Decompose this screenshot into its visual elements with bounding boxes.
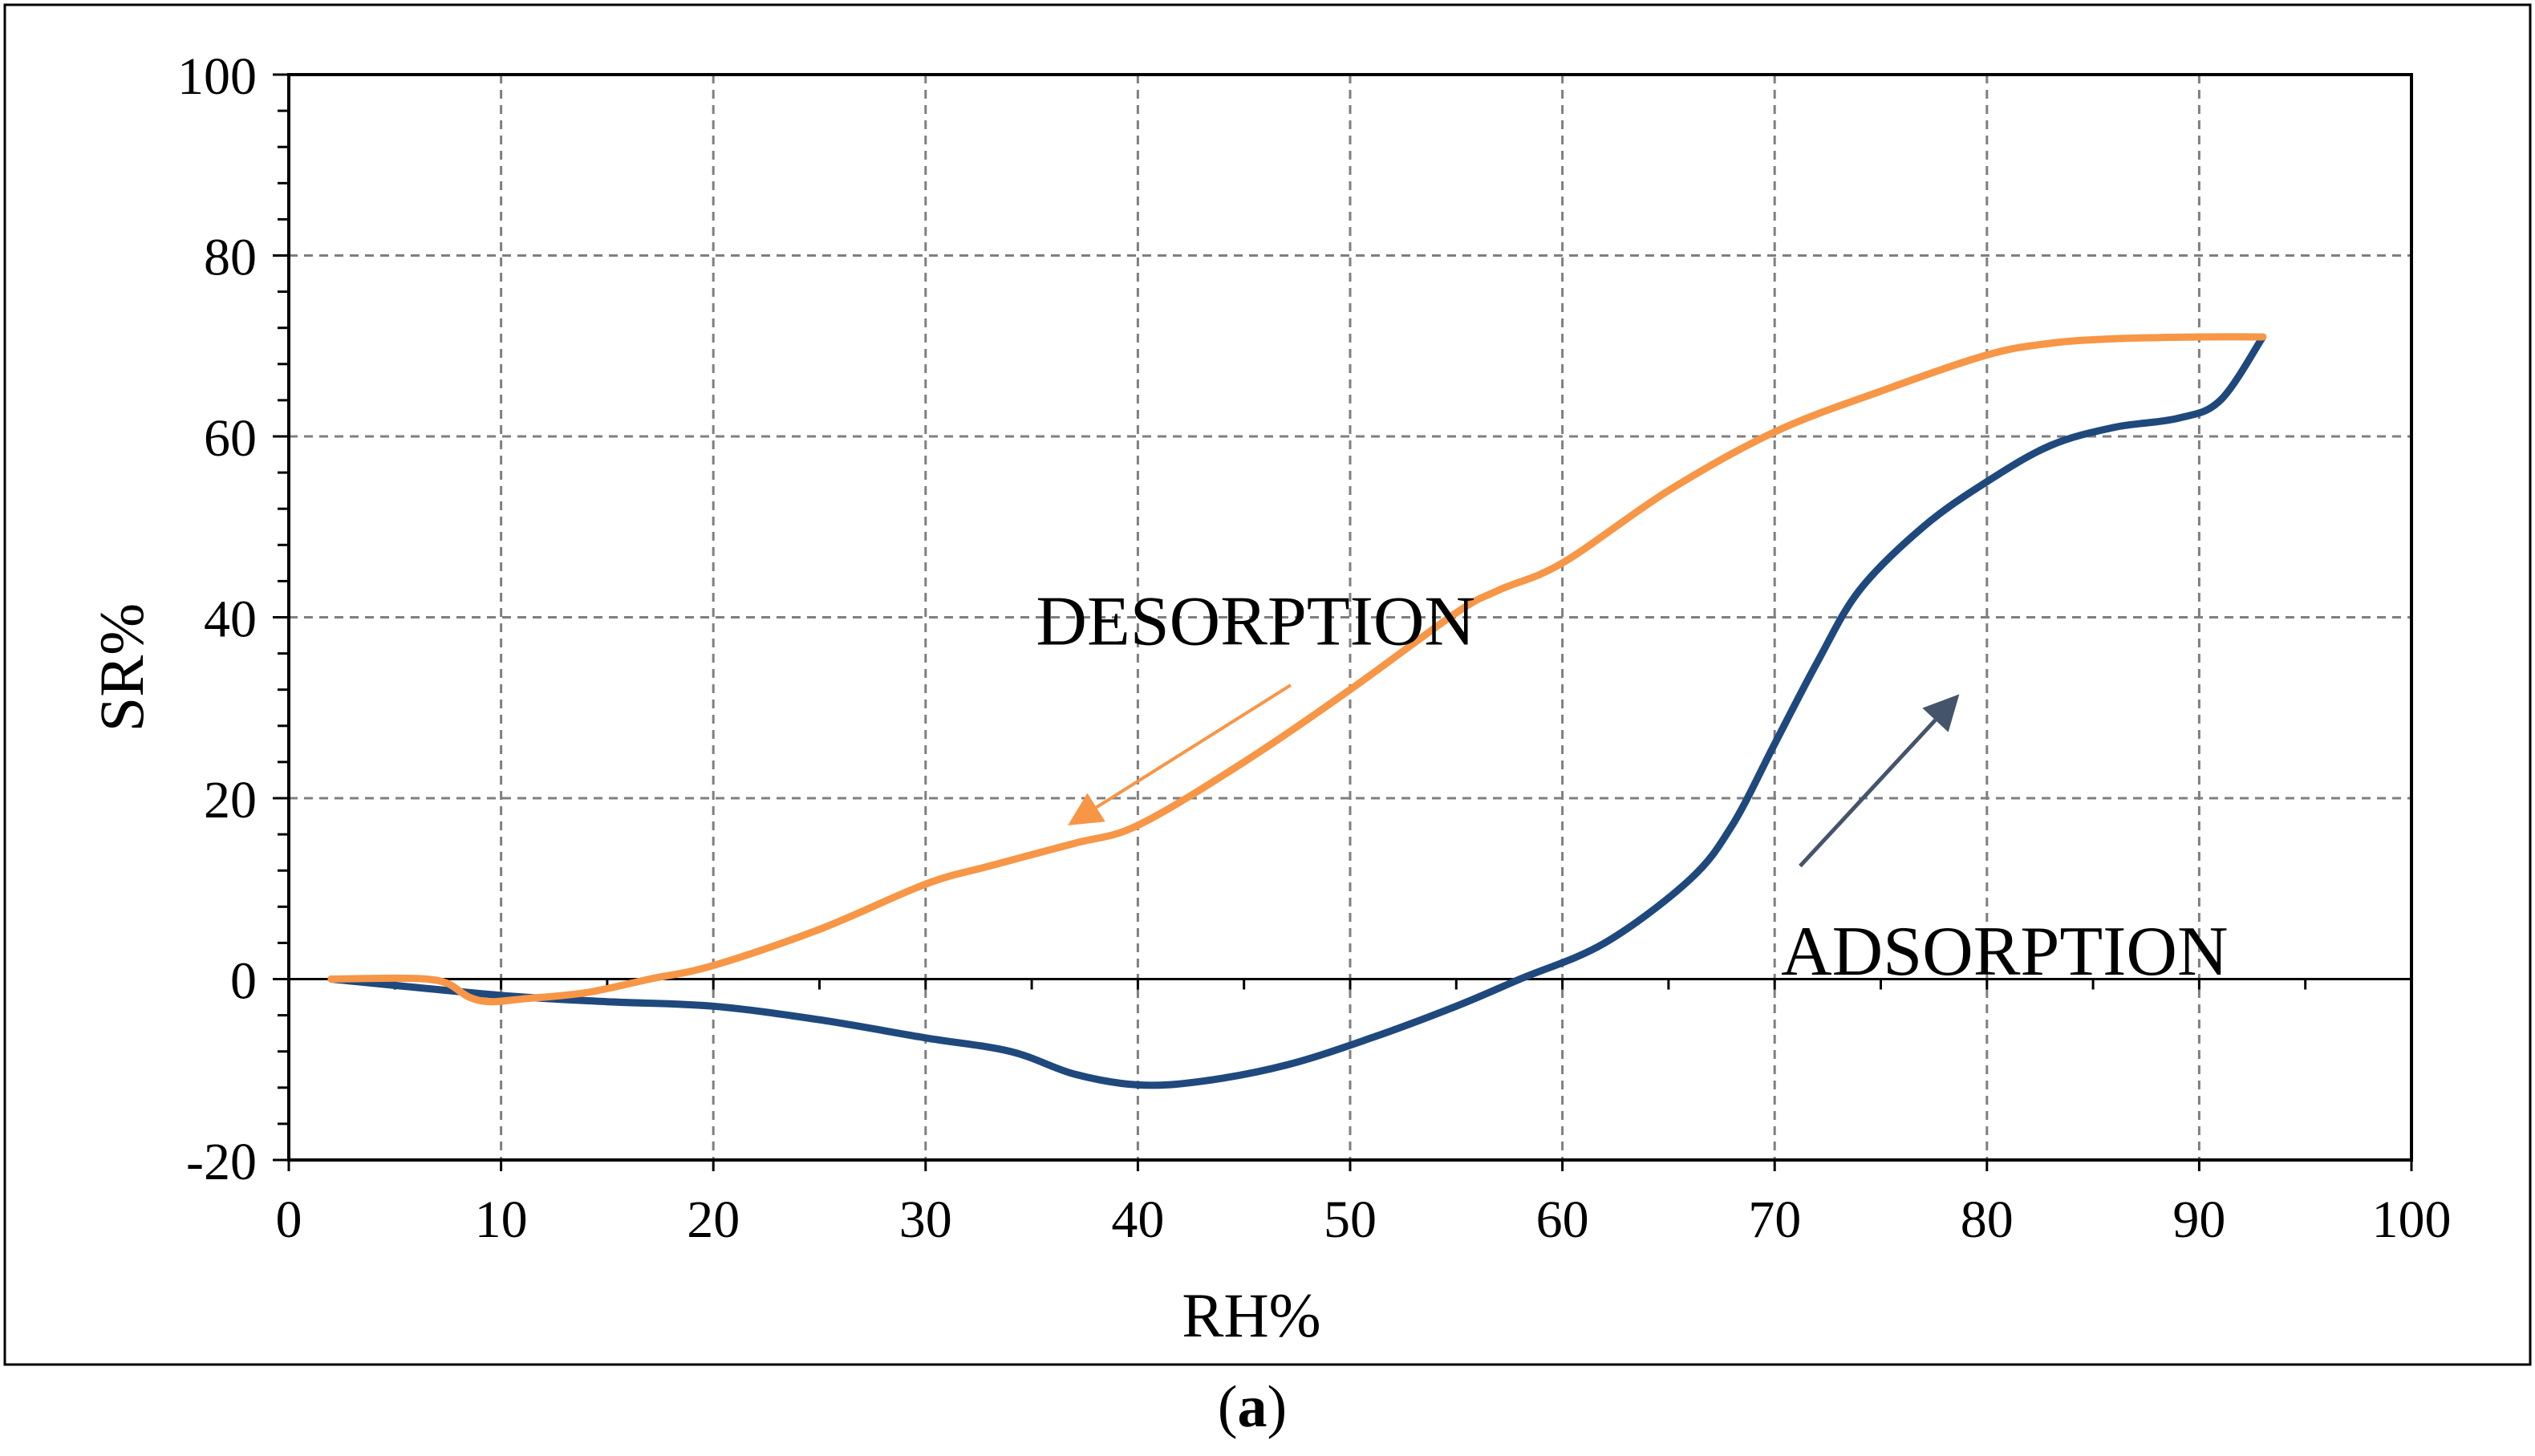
x-tick-label: 100	[2372, 1190, 2452, 1249]
x-tick-label: 20	[687, 1190, 740, 1249]
adsorption-arrow-head	[1922, 694, 1960, 732]
x-tick-label: 60	[1536, 1190, 1589, 1249]
axes-layer: -20 0 20 40 60 80 100 0 10 20 30 40 50 60 70 80 90 100	[177, 47, 2452, 1249]
desorption-arrow	[1068, 683, 1292, 825]
caption: (a)	[1218, 1374, 1287, 1440]
outer-border	[3, 3, 2532, 1366]
y-tick-label: 40	[204, 590, 257, 649]
y-tick-label: -20	[186, 1133, 257, 1191]
desorption-series-line	[327, 333, 2267, 1006]
x-tick-label: 50	[1324, 1190, 1377, 1249]
y-tick-label: 0	[230, 952, 257, 1011]
y-axis-title: SR%	[87, 603, 156, 732]
adsorption-arrow-shaft	[1799, 718, 1937, 868]
y-tick-label: 80	[204, 229, 257, 287]
x-tick-label: 10	[475, 1190, 528, 1249]
x-tick-label: 0	[276, 1190, 302, 1249]
y-tick-label: 100	[177, 47, 257, 106]
adsorption-series-line	[327, 333, 2267, 1089]
x-tick-label: 80	[1961, 1190, 2014, 1249]
x-tick-label: 40	[1111, 1190, 1164, 1249]
annotation-layer: DESORPTION ADSORPTION	[1036, 582, 2228, 991]
desorption-arrow-shaft	[1095, 683, 1292, 809]
desorption-label: DESORPTION	[1036, 582, 1475, 660]
adsorption-arrow	[1799, 694, 1960, 868]
desorption-arrow-head	[1068, 793, 1105, 825]
adsorption-label: ADSORPTION	[1781, 913, 2228, 991]
x-tick-label: 90	[2172, 1190, 2225, 1249]
x-tick-label: 30	[899, 1190, 952, 1249]
caption-letter: a	[1238, 1374, 1268, 1440]
y-tick-label: 60	[204, 409, 257, 468]
x-axis-title: RH%	[1182, 1280, 1320, 1350]
series-layer	[327, 333, 2267, 1089]
x-tick-label: 70	[1748, 1190, 1801, 1249]
y-tick-label: 20	[204, 771, 257, 829]
